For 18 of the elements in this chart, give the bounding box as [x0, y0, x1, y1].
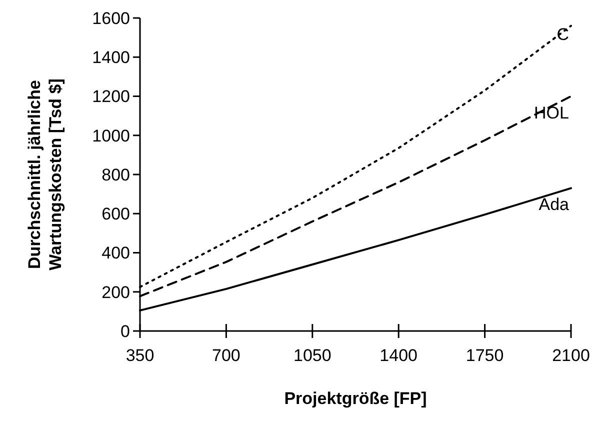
y-tick-label: 1400	[92, 48, 130, 68]
y-tick-label: 200	[102, 282, 130, 302]
x-tick-label: 1750	[466, 346, 504, 365]
y-tick-label: 0	[120, 322, 130, 341]
x-tick-label: 2100	[552, 346, 590, 365]
y-tick-label: 1200	[92, 87, 130, 106]
x-tick-label: 700	[212, 346, 240, 365]
y-tick-label: 1000	[92, 126, 130, 146]
x-axis-title: Projektgröße [FP]	[284, 389, 427, 408]
y-tick-label: 400	[102, 244, 130, 263]
y-tick-label: 800	[102, 165, 130, 184]
y-axis-title: Durchschnittl. jährliche Wartungskosten [Tsd $]	[25, 78, 65, 270]
y-tick-label: 1600	[92, 8, 130, 28]
x-tick-label: 1400	[380, 346, 418, 365]
x-tick-label: 1050	[293, 346, 332, 365]
series-label: Ada	[538, 195, 570, 214]
x-tick-label: 350	[126, 346, 154, 365]
y-tick-label: 600	[102, 204, 130, 224]
